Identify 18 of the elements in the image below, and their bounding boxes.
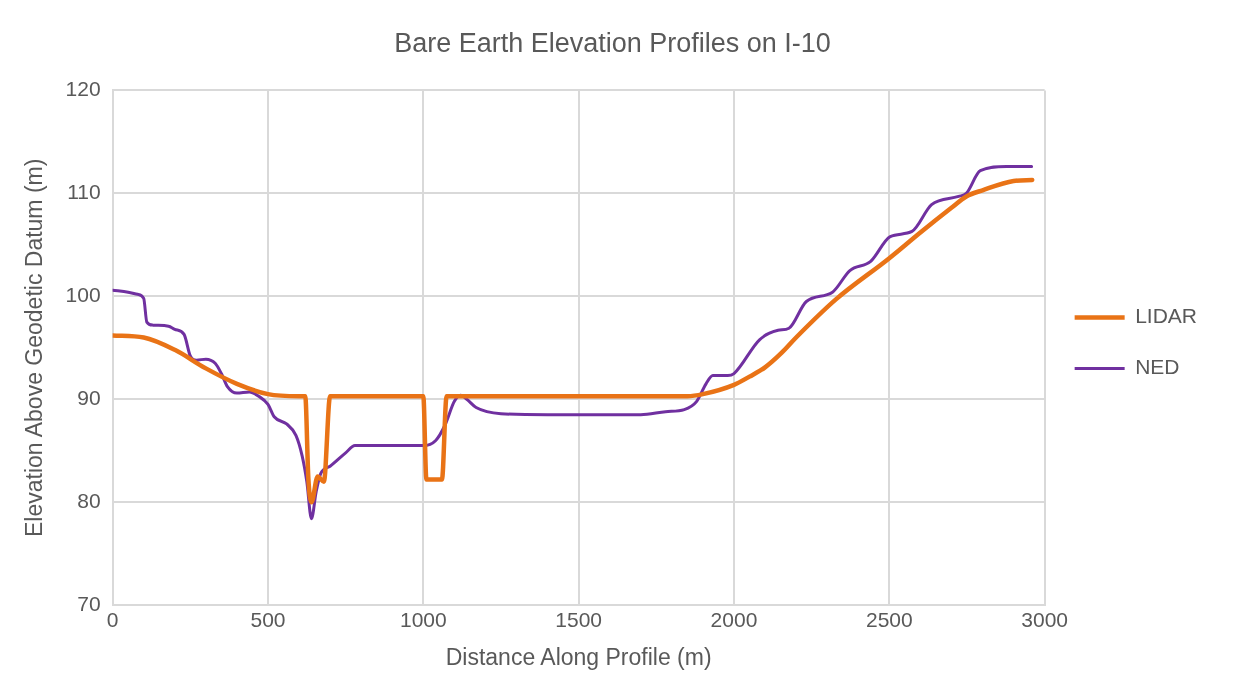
x-tick-label: 1500: [555, 607, 602, 631]
y-tick-label: 90: [77, 386, 101, 410]
x-tick-label: 0: [106, 607, 119, 631]
x-tick-label: 3000: [1021, 607, 1069, 631]
y-tick-label: 80: [77, 489, 101, 513]
x-tick-label: 2000: [710, 607, 758, 631]
x-axis-title: Distance Along Profile (m): [445, 643, 712, 670]
x-tick-label: 1000: [399, 607, 447, 631]
y-tick-label: 70: [77, 592, 101, 615]
x-tick-label: 2500: [865, 607, 913, 631]
y-tick-label: 110: [67, 180, 101, 204]
y-tick-label: 100: [65, 283, 101, 307]
legend-label: NED: [1135, 355, 1180, 379]
legend-label: LIDAR: [1135, 304, 1198, 328]
y-axis-title: Elevation Above Geodetic Datum (m): [21, 158, 48, 537]
chart-title: Bare Earth Elevation Profiles on I-10: [394, 27, 831, 58]
y-tick-label: 120: [65, 77, 101, 101]
x-tick-label: 500: [250, 607, 286, 631]
